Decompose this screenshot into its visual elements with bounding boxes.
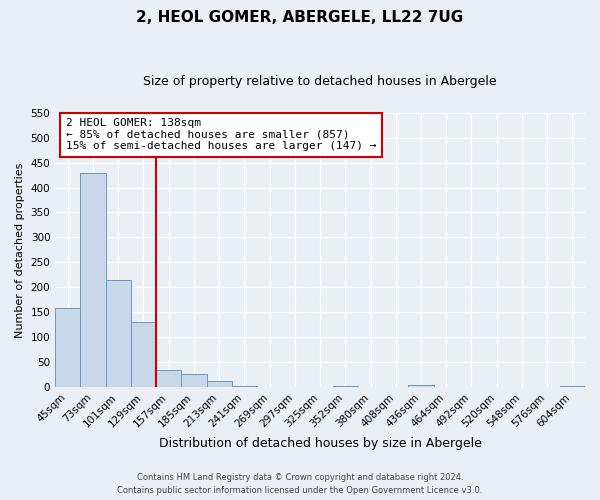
Bar — [232, 386, 257, 387]
Bar — [181, 374, 206, 387]
Bar — [409, 386, 434, 387]
Bar — [80, 172, 106, 387]
Bar — [156, 370, 181, 387]
Bar — [55, 308, 80, 387]
X-axis label: Distribution of detached houses by size in Abergele: Distribution of detached houses by size … — [158, 437, 482, 450]
Bar — [560, 386, 585, 387]
Bar — [131, 322, 156, 387]
Text: Contains HM Land Registry data © Crown copyright and database right 2024.
Contai: Contains HM Land Registry data © Crown c… — [118, 474, 482, 495]
Y-axis label: Number of detached properties: Number of detached properties — [15, 162, 25, 338]
Text: 2, HEOL GOMER, ABERGELE, LL22 7UG: 2, HEOL GOMER, ABERGELE, LL22 7UG — [136, 10, 464, 25]
Bar — [206, 382, 232, 387]
Bar — [106, 280, 131, 387]
Title: Size of property relative to detached houses in Abergele: Size of property relative to detached ho… — [143, 75, 497, 88]
Text: 2 HEOL GOMER: 138sqm
← 85% of detached houses are smaller (857)
15% of semi-deta: 2 HEOL GOMER: 138sqm ← 85% of detached h… — [66, 118, 376, 152]
